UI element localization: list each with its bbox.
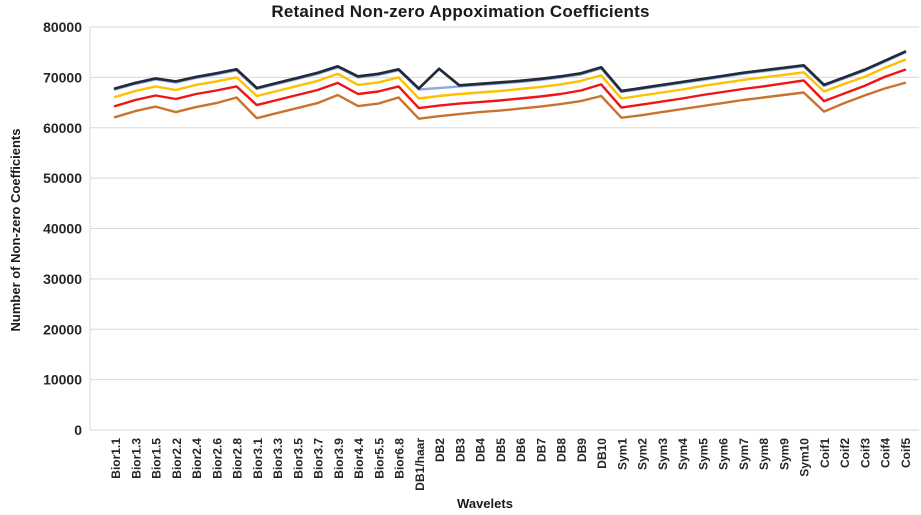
x-axis-title: Wavelets (457, 496, 513, 511)
x-tick-label: Bior6.8 (393, 438, 407, 479)
x-tick-label: Coif3 (858, 438, 872, 468)
x-tick-label: Coif5 (899, 438, 913, 468)
x-tick-label: Bior5.5 (372, 438, 386, 479)
x-tick-label: Bior3.9 (332, 438, 346, 479)
x-tick-label: Sym1 (615, 438, 629, 470)
x-tick-label: Sym9 (777, 438, 791, 470)
x-tick-label: Bior3.7 (312, 438, 326, 479)
series-line-series-orange-brown (113, 81, 907, 120)
x-tick-label: Sym10 (798, 438, 812, 477)
x-tick-label: Sym5 (696, 438, 710, 470)
series-line-series-red (113, 68, 907, 110)
x-tick-label: Coif1 (818, 438, 832, 468)
x-tick-label: Sym7 (737, 438, 751, 470)
x-tick-label: DB7 (534, 438, 548, 462)
x-tick-label: Bior3.1 (251, 438, 265, 479)
x-tick-label: Coif2 (838, 438, 852, 468)
x-tick-label: Bior3.5 (291, 438, 305, 479)
x-tick-label: DB2 (433, 438, 447, 462)
y-tick-label: 10000 (43, 372, 82, 388)
y-tick-label: 80000 (43, 19, 82, 35)
y-tick-label: 30000 (43, 271, 82, 287)
x-tick-label: Bior1.3 (129, 438, 143, 479)
x-tick-label: Bior2.6 (210, 438, 224, 479)
x-tick-label: Bior2.4 (190, 438, 204, 479)
y-tick-label: 40000 (43, 221, 82, 237)
x-tick-label: Bior3.3 (271, 438, 285, 479)
x-tick-label: DB6 (514, 438, 528, 462)
x-tick-label: Bior2.8 (231, 438, 245, 479)
x-tick-label: Sym4 (676, 438, 690, 470)
x-tick-label: Bior2.2 (170, 438, 184, 479)
x-tick-label: Sym3 (656, 438, 670, 470)
chart-title: Retained Non-zero Appoximation Coefficie… (271, 2, 650, 21)
x-tick-label: Coif4 (879, 438, 893, 468)
x-tick-label: Sym8 (757, 438, 771, 470)
x-tick-label: Sym6 (717, 438, 731, 470)
x-tick-label: Sym2 (636, 438, 650, 470)
y-tick-label: 20000 (43, 321, 82, 337)
x-tick-label: DB8 (555, 438, 569, 462)
x-tick-label: DB5 (494, 438, 508, 462)
y-tick-label: 70000 (43, 69, 82, 85)
y-tick-label: 60000 (43, 120, 82, 136)
x-tick-label: Bior1.5 (150, 438, 164, 479)
series-line-series-dark-navy (113, 50, 907, 93)
y-tick-label: 50000 (43, 170, 82, 186)
x-tick-label: Bior1.1 (109, 438, 123, 479)
x-tick-label: DB1/haar (413, 438, 427, 491)
x-tick-label: DB3 (453, 438, 467, 462)
x-tick-label: DB10 (595, 438, 609, 469)
x-tick-label: Bior4.4 (352, 438, 366, 479)
x-tick-label: DB9 (575, 438, 589, 462)
series-line-series-gold (113, 58, 907, 100)
y-tick-label: 0 (74, 422, 82, 438)
x-tick-label: DB4 (474, 438, 488, 462)
